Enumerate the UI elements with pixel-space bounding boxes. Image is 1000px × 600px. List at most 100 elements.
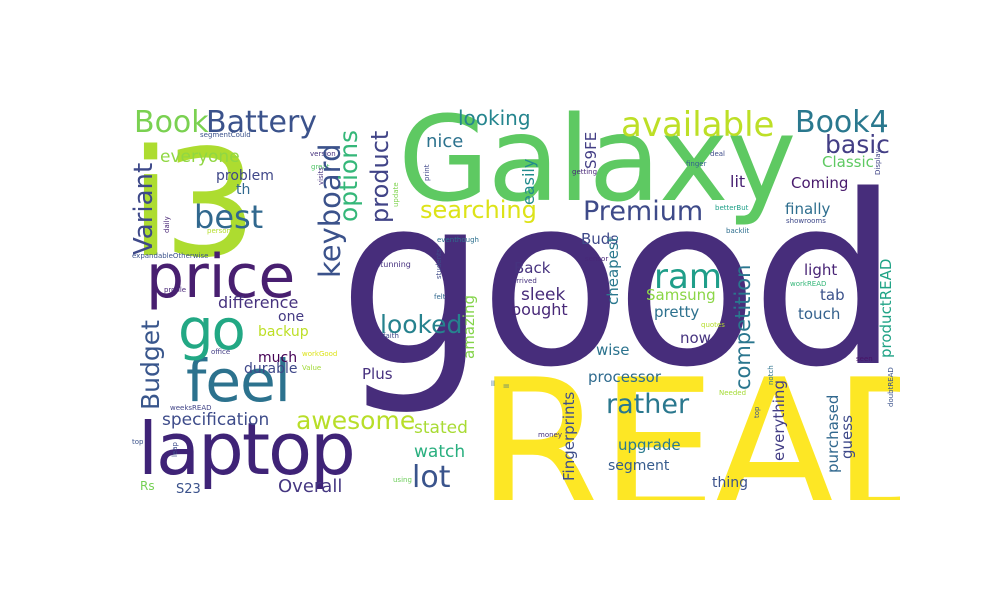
word-read: READ <box>476 339 900 501</box>
word-tab: tab <box>820 286 845 304</box>
word-searching: searching <box>420 196 537 224</box>
word-premium: Premium <box>583 196 704 227</box>
word-variant: Variant <box>129 162 159 255</box>
word-best: best <box>194 198 264 236</box>
word-amazing: amazing <box>460 294 478 359</box>
word-budget: Budget <box>136 320 165 410</box>
word-leap: top <box>132 438 144 446</box>
word-touch: touch <box>798 305 841 323</box>
word-finger: finger <box>686 160 707 168</box>
word-backlit: backlit <box>726 227 750 235</box>
word-problem: problem <box>216 168 274 184</box>
word-s9fe: S9FE <box>582 131 600 169</box>
word-much: much <box>258 350 298 366</box>
word-go: go <box>178 298 246 363</box>
word-update: update <box>392 182 400 207</box>
word-sleek: sleek <box>521 285 566 305</box>
word-productread: productREAD <box>877 258 895 358</box>
word-rather: rather <box>606 389 690 420</box>
word-s23: S23 <box>176 482 201 497</box>
word-rs: Rs <box>140 479 155 493</box>
word-profile: profile <box>164 286 187 294</box>
word-segment: segment <box>608 458 670 474</box>
word-money: leap <box>171 442 179 457</box>
word-now: now <box>680 329 711 347</box>
word-laptop: laptop <box>138 407 356 491</box>
word-workgood: workGood <box>302 350 338 358</box>
word-cloud: good READ Galaxy i3 laptop price feel go… <box>128 105 900 500</box>
word-competition: competition <box>731 264 755 390</box>
word-processor: processor <box>588 368 661 386</box>
word-available: available <box>621 105 775 145</box>
word-cheapest: cheapest <box>604 236 622 305</box>
word-value: Value <box>302 364 322 372</box>
word-bought: bought <box>511 300 568 319</box>
word-notch: notch <box>767 365 775 385</box>
word-awesome: awesome <box>296 406 416 435</box>
word-workread: workREAD <box>790 280 827 288</box>
word-basic: basic <box>825 130 890 159</box>
word-book4: Book4 <box>795 105 889 140</box>
word-light: light <box>804 261 838 279</box>
word-office: office <box>211 348 231 356</box>
word-product: product <box>366 130 394 223</box>
word-finally: finally <box>785 200 831 218</box>
word-doubtread: doubtREAD <box>887 367 895 407</box>
word-price: price <box>146 242 296 312</box>
word-stated: stated <box>414 418 468 438</box>
word-nice: nice <box>426 131 464 152</box>
word-segmentcould: segmentCould <box>200 131 251 139</box>
word-visits: visits <box>317 166 325 185</box>
word-print: print <box>423 164 431 181</box>
word-students: students <box>435 248 443 279</box>
word-felt: felt <box>434 293 446 301</box>
word-fingerprints: Fingerprints <box>560 391 578 481</box>
word-overall: Overall <box>278 476 343 497</box>
word-lot: lot <box>412 460 451 495</box>
word-durable: durable <box>244 361 298 377</box>
word-th: th <box>236 182 251 198</box>
word-deal: deal <box>710 150 725 158</box>
word-quotes: quotes <box>701 321 725 329</box>
word-top: top <box>753 406 761 418</box>
word-seen: seen <box>856 355 873 363</box>
word-everyone: everyone <box>160 147 240 167</box>
word-getting: getting <box>572 168 598 176</box>
word-version: version <box>310 150 336 158</box>
word-great: great <box>311 163 330 171</box>
word-pretty: pretty <box>654 303 700 321</box>
word-person: person <box>207 227 231 235</box>
word-plus: Plus <box>362 365 393 383</box>
word-weeksread: Needed <box>719 389 747 397</box>
word-expandableotherwise: expandableOtherwise <box>132 252 209 260</box>
word-showrooms: showrooms <box>786 217 826 225</box>
word-took: using <box>393 476 412 484</box>
word-buds: Buds <box>581 230 619 248</box>
word-sensor: sensor <box>585 255 609 263</box>
word-guess: guess <box>838 415 856 459</box>
word-ram: ram <box>654 257 722 297</box>
word-thing: thing <box>712 475 749 491</box>
word-daily: daily <box>163 216 171 233</box>
word-back: Back <box>514 259 551 277</box>
word-slim: weeksREAD <box>170 404 212 412</box>
word-difference: difference <box>218 293 299 312</box>
word-one: one <box>278 309 305 325</box>
word-easily: easily <box>519 158 538 205</box>
word-i3: i3 <box>130 118 257 290</box>
word-stunning: stunning <box>376 260 411 269</box>
word-lit: lit <box>730 172 746 191</box>
word-betterbut: betterBut <box>715 204 749 212</box>
word-watch: watch <box>414 442 466 462</box>
word-book: Book <box>134 105 209 140</box>
word-needed: ll <box>491 380 495 388</box>
word-battery: Battery <box>206 105 318 140</box>
word-options: options <box>334 129 363 222</box>
word-eventhough: eventhough <box>437 236 479 244</box>
word-good: good <box>338 146 900 419</box>
word-coming: Coming <box>791 174 849 192</box>
word-ll: ll <box>503 384 511 388</box>
word-looked: looked <box>380 310 463 339</box>
word-feel: feel <box>186 347 291 415</box>
word-galaxy: Galaxy <box>398 105 797 228</box>
